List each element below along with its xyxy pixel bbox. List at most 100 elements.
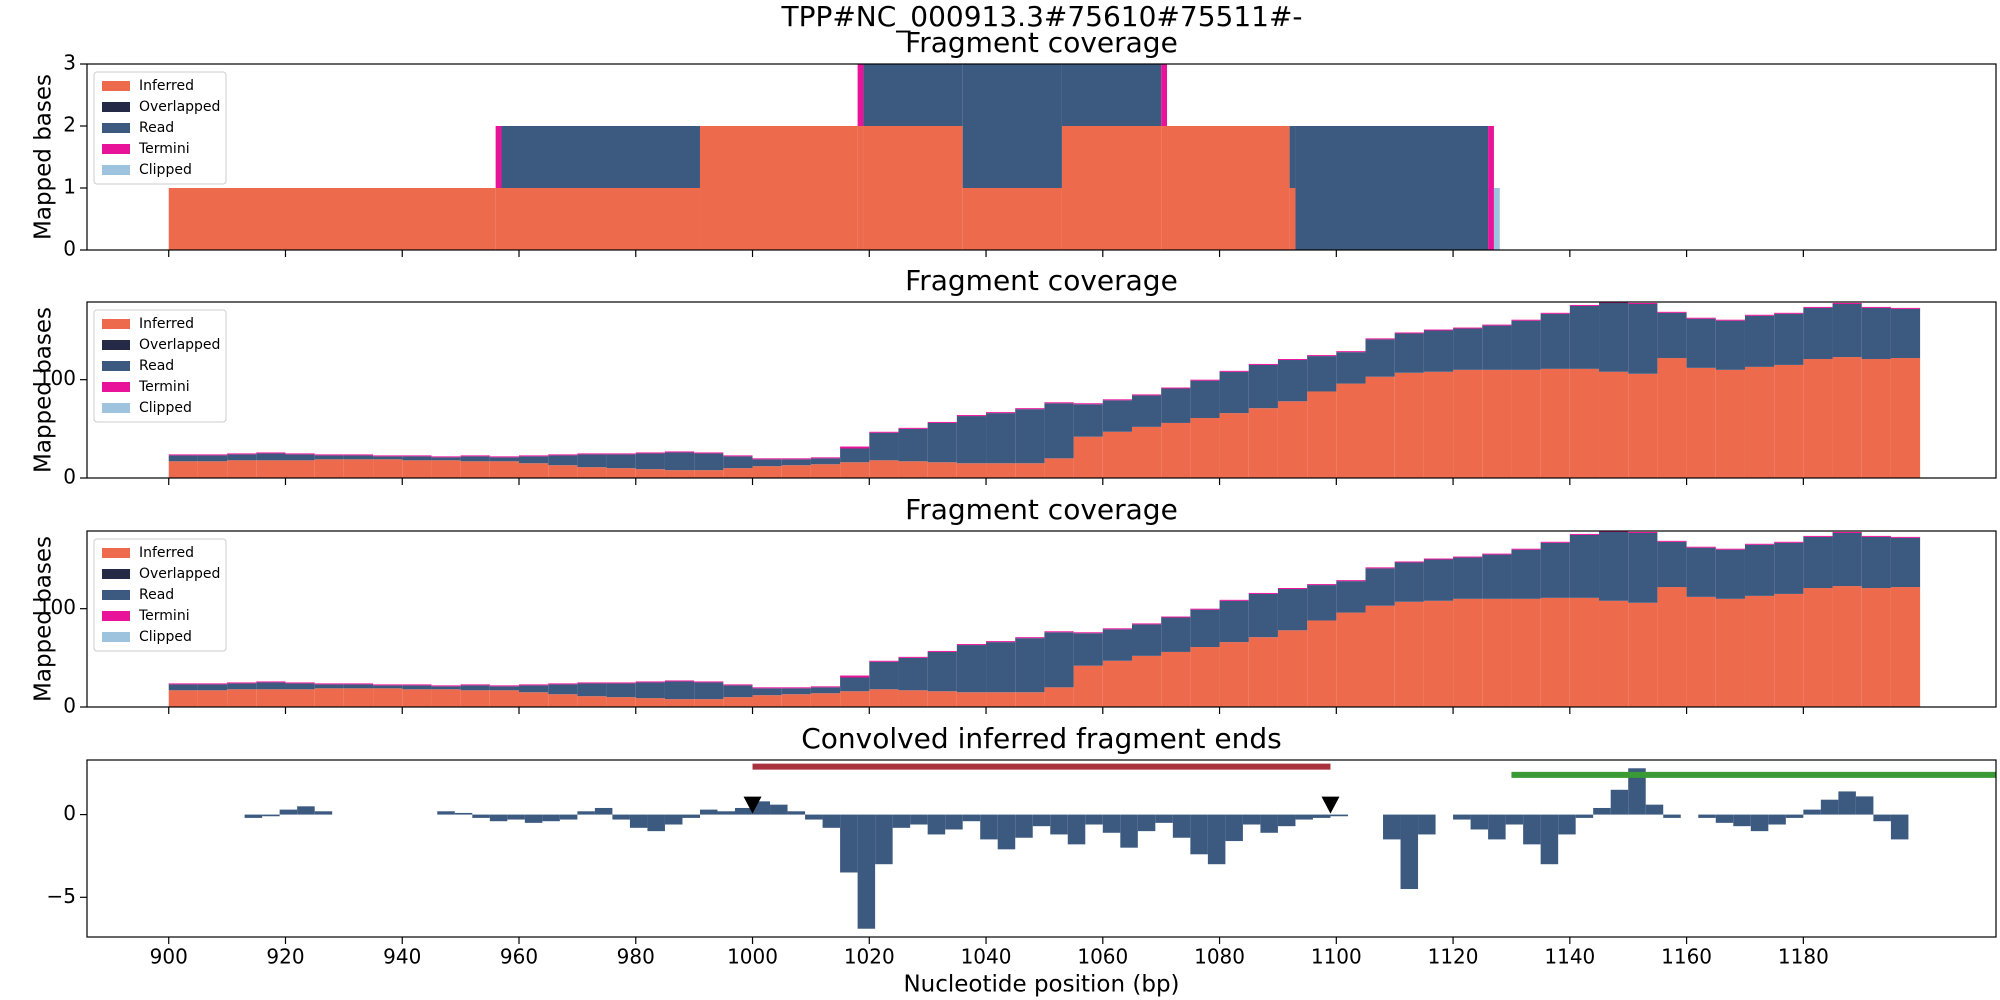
x-tick-label: 1020 <box>844 945 895 969</box>
legend-label: Overlapped <box>139 566 220 582</box>
bar-segment <box>1540 597 1570 707</box>
bar-segment <box>1219 642 1249 707</box>
bar-segment <box>373 456 403 460</box>
bar-segment <box>694 470 724 478</box>
bar-segment <box>1061 126 1162 250</box>
x-tick-label: 940 <box>383 945 421 969</box>
bar-segment <box>1890 358 1921 478</box>
bar-segment <box>1686 547 1716 597</box>
bar-segment <box>1248 364 1278 409</box>
bar-segment <box>781 694 811 707</box>
bar-segment <box>1219 370 1249 372</box>
bar-segment <box>1657 540 1687 542</box>
bar-segment <box>1453 328 1483 370</box>
bar-segment <box>1336 351 1366 353</box>
bar-segment <box>898 427 928 429</box>
bar-segment <box>635 452 665 454</box>
bar-segment <box>1161 617 1191 652</box>
bar-segment <box>168 188 496 250</box>
bar-segment <box>431 460 461 478</box>
bar-segment <box>1167 126 1290 250</box>
bar-segment <box>1482 553 1512 555</box>
bar-segment <box>1715 319 1745 321</box>
bar <box>1855 796 1874 815</box>
bar-segment <box>460 456 490 462</box>
bar-segment <box>197 684 228 691</box>
bar-segment <box>723 468 753 478</box>
bar-segment <box>1599 302 1629 372</box>
bar-segment <box>577 454 607 468</box>
bar-segment <box>606 683 636 698</box>
bar-segment <box>1657 358 1687 478</box>
bar-segment <box>810 687 841 694</box>
bar-segment <box>1161 651 1191 707</box>
bar-segment <box>723 685 753 698</box>
bar-segment <box>1073 632 1103 634</box>
bar-segment <box>898 690 928 707</box>
bar-segment <box>869 460 899 478</box>
legend-label: Clipped <box>139 400 192 416</box>
bar-segment <box>1307 585 1337 621</box>
bar-segment <box>986 692 1016 707</box>
bar-segment <box>986 412 1016 414</box>
y-tick-label: −5 <box>47 884 76 908</box>
bar-segment <box>1423 371 1454 478</box>
bar-segment <box>1774 312 1804 314</box>
legend-swatch <box>102 632 130 642</box>
bar-segment <box>1102 399 1132 401</box>
bar <box>805 814 823 820</box>
x-tick-label: 960 <box>500 945 538 969</box>
x-tick-label: 900 <box>150 945 188 969</box>
bar-segment <box>1803 588 1833 707</box>
bar <box>1330 814 1348 817</box>
bar-segment <box>168 461 198 478</box>
bar-segment <box>548 694 578 707</box>
bar-segment <box>1365 605 1395 707</box>
bar-segment <box>256 460 286 478</box>
bar-segment <box>1307 391 1337 478</box>
bar-segment <box>1277 401 1308 478</box>
bar-segment <box>577 453 607 455</box>
bar-segment <box>1832 532 1862 587</box>
bar-segment <box>402 685 432 690</box>
x-tick-label: 1060 <box>1077 945 1128 969</box>
bar-segment <box>723 456 753 469</box>
x-tick-label: 1160 <box>1661 945 1712 969</box>
bar-segment <box>752 688 782 696</box>
legend-swatch <box>102 123 130 133</box>
bar-segment <box>1599 371 1629 478</box>
bar-segment <box>343 454 374 456</box>
legend-label: Inferred <box>139 78 194 94</box>
bar-segment <box>1686 596 1716 707</box>
legend: Inferred Overlapped Read Termini Clipped <box>93 309 227 423</box>
bar-segment <box>1861 359 1891 478</box>
bar-segment <box>1774 313 1804 365</box>
bar-segment <box>1365 567 1395 569</box>
bar-segment <box>1628 303 1658 374</box>
bar-segment <box>857 126 864 250</box>
bar-segment <box>460 690 490 707</box>
y-tick-label: 3 <box>63 51 76 75</box>
legend-swatch <box>102 590 130 600</box>
bar-segment <box>1774 593 1804 707</box>
bar-segment <box>1365 338 1395 340</box>
bar-segment <box>343 688 374 707</box>
bar <box>875 814 893 865</box>
legend-label: Read <box>139 358 174 374</box>
bar-segment <box>898 428 928 462</box>
bar <box>542 814 560 822</box>
bar-segment <box>1569 534 1600 598</box>
bar-segment <box>489 686 520 691</box>
bar-segment <box>606 453 636 455</box>
bar-segment <box>373 688 403 707</box>
bar <box>314 811 333 815</box>
bar-segment <box>1569 304 1600 306</box>
bar <box>1558 814 1576 835</box>
bar-segment <box>1628 302 1658 304</box>
bar-segment <box>1482 598 1512 707</box>
bar-segment <box>781 687 811 689</box>
legend-box <box>93 71 227 185</box>
legend-swatch <box>102 611 130 621</box>
bar-segment <box>840 675 870 678</box>
bar-segment <box>752 459 782 467</box>
